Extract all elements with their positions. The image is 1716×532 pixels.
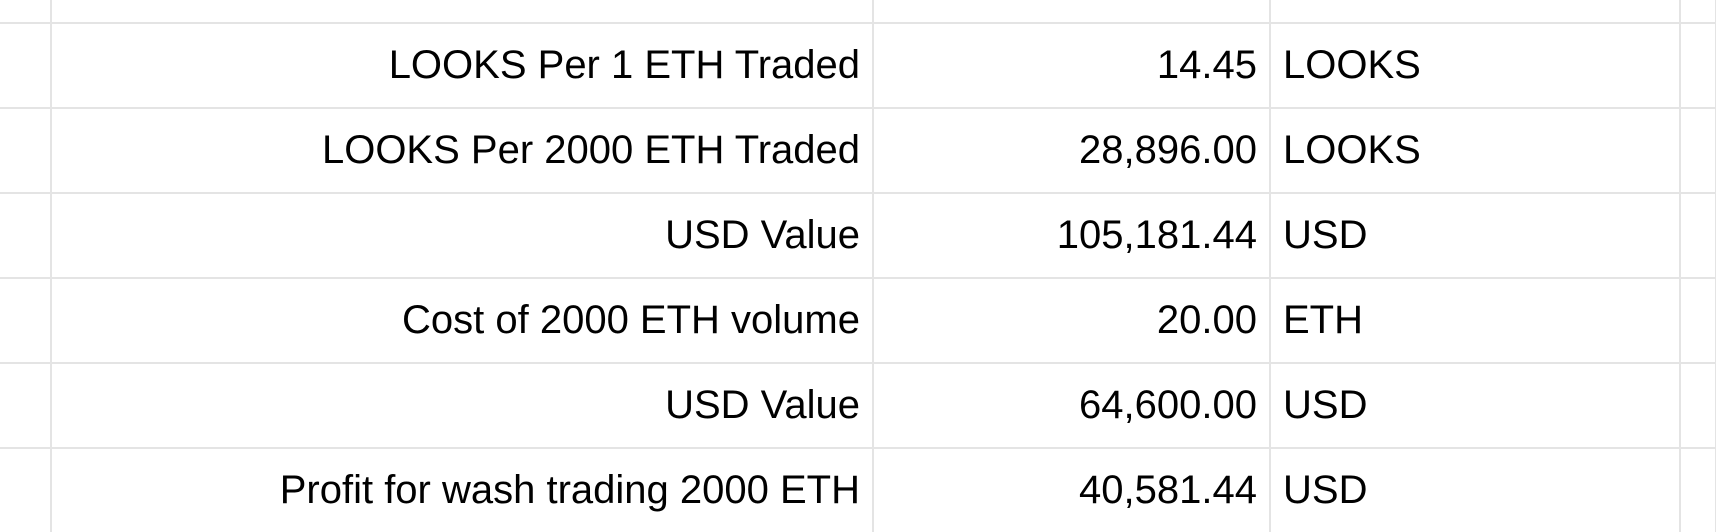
- value-cell[interactable]: 64,600.00: [873, 363, 1271, 449]
- trailing-cell[interactable]: [1680, 363, 1716, 449]
- value-cell[interactable]: 14.45: [873, 23, 1271, 109]
- row-header-cell[interactable]: [0, 363, 52, 449]
- row-header-cell[interactable]: [0, 193, 52, 279]
- row-header-cell[interactable]: [0, 108, 52, 194]
- unit-cell[interactable]: [1270, 0, 1681, 24]
- trailing-cell[interactable]: [1680, 278, 1716, 364]
- trailing-cell[interactable]: [1680, 193, 1716, 279]
- label-cell[interactable]: [51, 0, 874, 24]
- value-cell[interactable]: 40,581.44: [873, 448, 1271, 532]
- label-cell[interactable]: Cost of 2000 ETH volume: [51, 278, 874, 364]
- value-cell[interactable]: 20.00: [873, 278, 1271, 364]
- trailing-cell[interactable]: [1680, 0, 1716, 24]
- value-cell[interactable]: [873, 0, 1271, 24]
- table-row[interactable]: LOOKS Per 2000 ETH Traded 28,896.00 LOOK…: [0, 108, 1716, 194]
- trailing-cell[interactable]: [1680, 108, 1716, 194]
- row-header-cell[interactable]: [0, 0, 52, 24]
- unit-cell[interactable]: LOOKS: [1270, 23, 1681, 109]
- row-header-cell[interactable]: [0, 448, 52, 532]
- label-cell[interactable]: USD Value: [51, 363, 874, 449]
- label-cell[interactable]: LOOKS Per 2000 ETH Traded: [51, 108, 874, 194]
- table-row[interactable]: LOOKS Per 1 ETH Traded 14.45 LOOKS: [0, 23, 1716, 109]
- table-row[interactable]: USD Value 64,600.00 USD: [0, 363, 1716, 449]
- unit-cell[interactable]: USD: [1270, 193, 1681, 279]
- row-header-cell[interactable]: [0, 23, 52, 109]
- value-cell[interactable]: 105,181.44: [873, 193, 1271, 279]
- value-cell[interactable]: 28,896.00: [873, 108, 1271, 194]
- table-row[interactable]: USD Value 105,181.44 USD: [0, 193, 1716, 279]
- unit-cell[interactable]: LOOKS: [1270, 108, 1681, 194]
- trailing-cell[interactable]: [1680, 23, 1716, 109]
- label-cell[interactable]: Profit for wash trading 2000 ETH: [51, 448, 874, 532]
- label-cell[interactable]: USD Value: [51, 193, 874, 279]
- label-cell[interactable]: LOOKS Per 1 ETH Traded: [51, 23, 874, 109]
- table-row[interactable]: [0, 0, 1716, 24]
- row-header-cell[interactable]: [0, 278, 52, 364]
- table-row[interactable]: Cost of 2000 ETH volume 20.00 ETH: [0, 278, 1716, 364]
- table-row[interactable]: Profit for wash trading 2000 ETH 40,581.…: [0, 448, 1716, 532]
- unit-cell[interactable]: ETH: [1270, 278, 1681, 364]
- unit-cell[interactable]: USD: [1270, 448, 1681, 532]
- trailing-cell[interactable]: [1680, 448, 1716, 532]
- unit-cell[interactable]: USD: [1270, 363, 1681, 449]
